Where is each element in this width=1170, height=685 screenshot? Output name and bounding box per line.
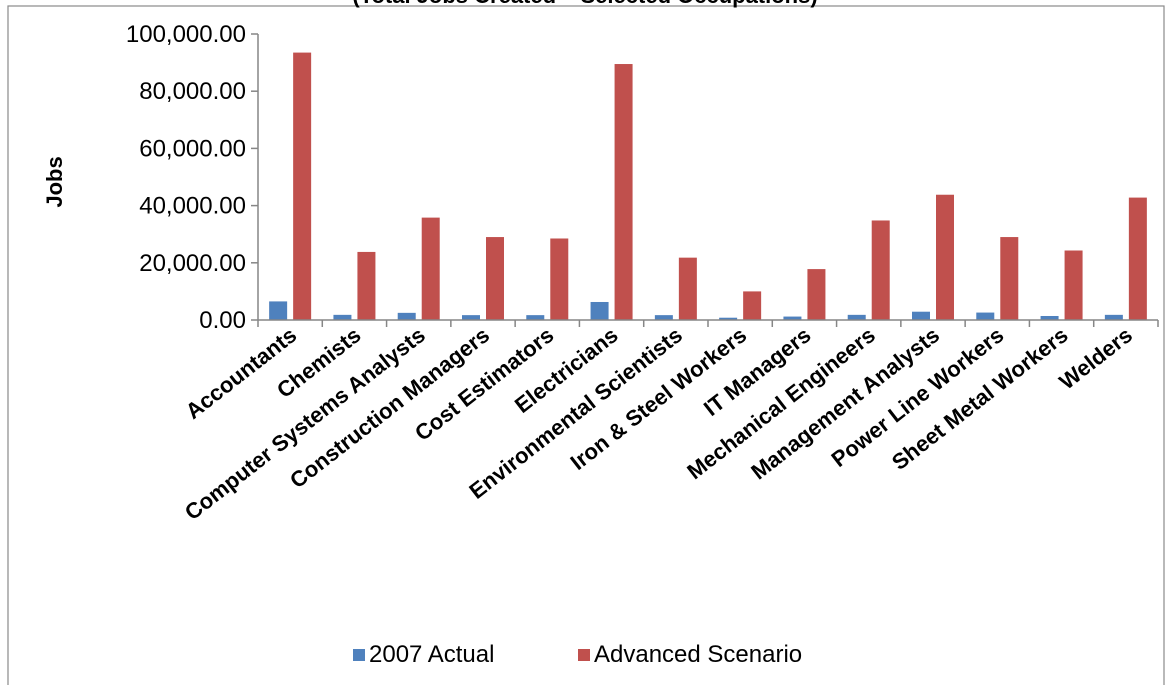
bar-advanced xyxy=(550,238,569,320)
legend-swatch xyxy=(353,649,365,661)
bar-actual xyxy=(1104,314,1123,320)
y-axis: 0.00 20,000.00 40,000.00 60,000.00 80,000.00… xyxy=(126,21,258,334)
y-tick-label: 40,000.00 xyxy=(139,193,246,220)
bar-advanced xyxy=(1000,237,1019,320)
bar-advanced xyxy=(421,217,440,320)
y-tick-label: 0.00 xyxy=(199,307,246,334)
y-tick-label: 80,000.00 xyxy=(139,78,246,105)
chart-title: (Total Jobs Created – Selected Occupatio… xyxy=(352,0,817,8)
bar-advanced xyxy=(614,64,633,320)
bar-advanced xyxy=(936,194,954,320)
y-tick-label: 20,000.00 xyxy=(139,250,246,277)
legend-label: 2007 Actual xyxy=(369,641,494,668)
y-tick-label: 100,000.00 xyxy=(126,21,246,48)
legend-label: Advanced Scenario xyxy=(594,641,802,668)
bar-actual xyxy=(1040,315,1059,320)
bar-actual xyxy=(654,315,673,320)
bar-advanced xyxy=(807,269,826,320)
bar-advanced xyxy=(871,220,890,320)
bar-actual xyxy=(462,315,480,320)
y-tick-label: 60,000.00 xyxy=(139,135,246,162)
y-axis-label: Jobs xyxy=(42,156,67,207)
bar-actual xyxy=(333,314,352,320)
bar-actual xyxy=(912,311,930,320)
bar-advanced xyxy=(293,52,312,321)
bar-actual xyxy=(269,301,288,320)
bar-actual xyxy=(976,312,995,320)
legend: 2007 Actual Advanced Scenario xyxy=(353,641,802,668)
legend-swatch xyxy=(578,649,590,661)
bar-actual xyxy=(590,301,609,320)
axes xyxy=(257,34,1159,327)
bar-actual xyxy=(719,317,738,320)
bar-actual xyxy=(526,315,545,320)
bar-advanced xyxy=(678,257,697,320)
bar-actual xyxy=(783,316,802,320)
bar-advanced xyxy=(743,291,762,320)
bar-actual xyxy=(847,314,866,320)
bar-advanced xyxy=(1064,250,1083,320)
bar-advanced xyxy=(1128,197,1147,320)
bars xyxy=(269,52,1147,321)
chart-area-border xyxy=(7,5,1165,685)
bar-advanced xyxy=(357,251,376,320)
bar-advanced xyxy=(486,237,504,320)
bar-actual xyxy=(397,312,416,320)
